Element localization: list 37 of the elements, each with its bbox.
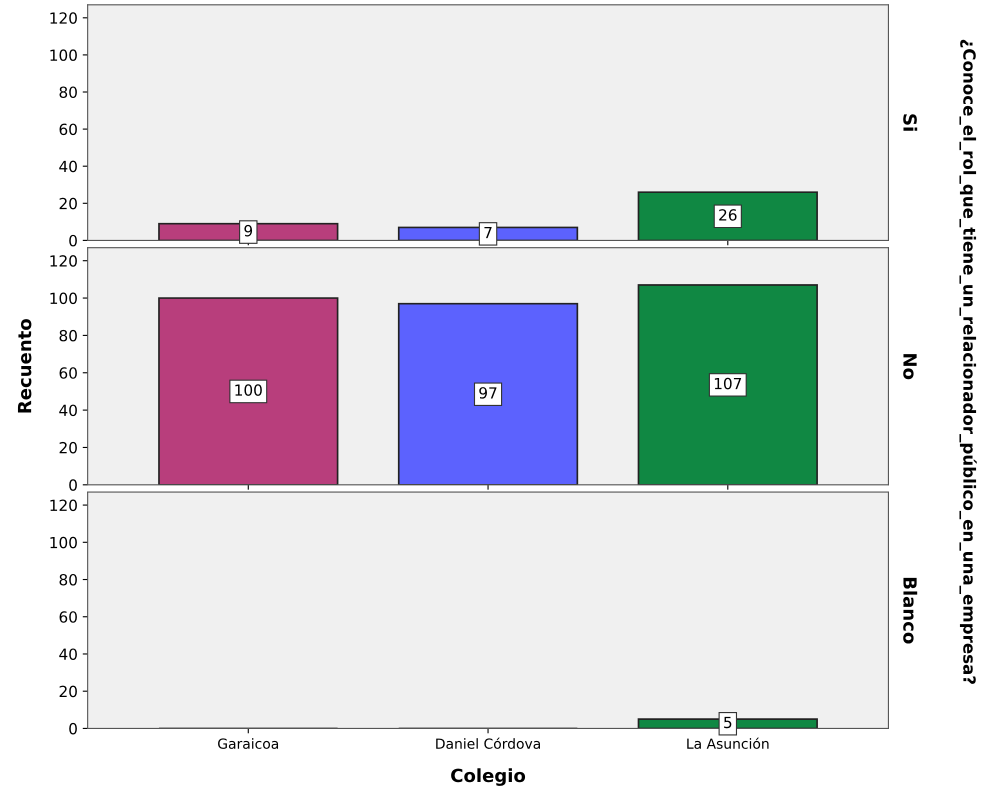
y2-axis-title: No (903, 354, 917, 380)
y-tick-label: 40 (59, 404, 77, 416)
data-label: 26 (719, 209, 737, 221)
y2-axis-title: Si (903, 114, 918, 131)
y-tick-label: 0 (69, 234, 77, 246)
y-tick-label: 80 (60, 330, 77, 342)
y-tick-label: 120 (50, 255, 77, 267)
x-tick-label: Daniel Córdova (436, 738, 540, 749)
data-label: 5 (724, 716, 732, 728)
data-label: 9 (244, 224, 252, 236)
y2-axis-title: Blanco (903, 578, 918, 644)
x-tick-label: Garaicoa (218, 738, 278, 749)
y-tick-label: 0 (69, 722, 77, 734)
data-label: 7 (484, 226, 492, 238)
x-axis-title: Colegio (451, 768, 526, 786)
data-label: 107 (714, 378, 742, 390)
y-tick-label: 40 (59, 160, 77, 172)
y-tick-label: 80 (60, 574, 77, 586)
data-label: 97 (479, 387, 496, 399)
y-axis-title: Recuento (18, 319, 32, 412)
y-tick-label: 60 (60, 611, 77, 623)
y-tick-label: 60 (60, 367, 77, 379)
data-label: 100 (235, 384, 262, 396)
y-tick-label: 100 (50, 49, 77, 61)
y-tick-label: 20 (60, 686, 77, 698)
y-tick-label: 20 (60, 198, 77, 210)
y-tick-label: 120 (50, 500, 77, 512)
y-tick-label: 120 (50, 12, 77, 24)
y-tick-label: 60 (60, 124, 77, 136)
y-tick-label: 80 (60, 86, 77, 98)
y-tick-label: 0 (69, 479, 77, 491)
y-tick-label: 100 (50, 292, 77, 304)
text: ¿Conoce_el_rol_que_tiene_un_relacionador_público_en_una_empresa? (959, 40, 977, 684)
y-tick-label: 40 (59, 648, 77, 660)
x-tick-label: La Asunción (687, 738, 769, 749)
y-tick-label: 20 (60, 442, 77, 454)
y-tick-label: 100 (50, 536, 77, 548)
